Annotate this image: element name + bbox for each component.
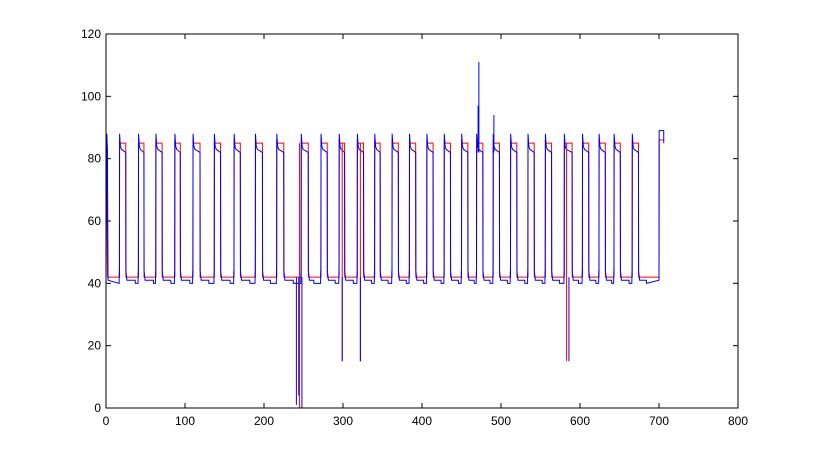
x-tick-label: 100 xyxy=(175,414,195,428)
y-tick-label: 80 xyxy=(88,152,102,166)
x-tick-label: 600 xyxy=(570,414,590,428)
ticks-layer: 0 100 200 300 400 500 600 700 800 0 20 40 60 80 100 120 xyxy=(81,27,748,428)
series-layer xyxy=(105,62,665,408)
x-tick-label: 300 xyxy=(333,414,353,428)
y-tick-label: 0 xyxy=(94,401,101,415)
y-tick-label: 40 xyxy=(88,276,102,290)
y-tick-label: 20 xyxy=(88,339,102,353)
x-tick-label: 200 xyxy=(254,414,274,428)
x-tick-label: 800 xyxy=(728,414,748,428)
y-tick-label: 100 xyxy=(81,89,101,103)
y-tick-label: 60 xyxy=(88,214,102,228)
x-tick-label: 400 xyxy=(412,414,432,428)
blue-series-line xyxy=(105,130,665,284)
x-tick-label: 700 xyxy=(649,414,669,428)
x-tick-label: 0 xyxy=(103,414,110,428)
y-tick-label: 120 xyxy=(81,27,101,41)
x-tick-label: 500 xyxy=(491,414,511,428)
